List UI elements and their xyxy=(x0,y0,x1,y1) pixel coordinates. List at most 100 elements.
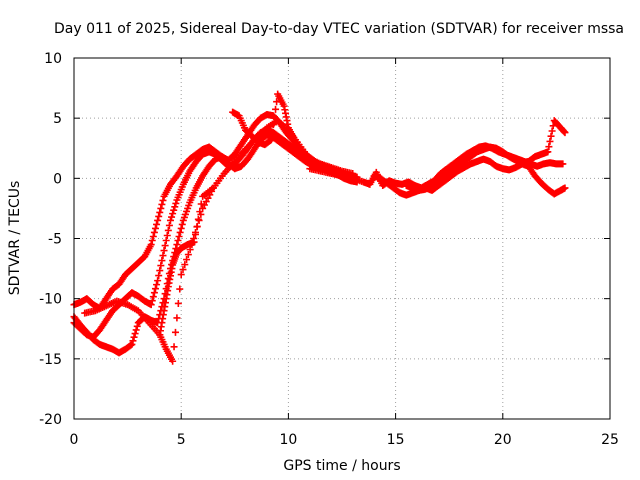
data-point xyxy=(150,228,158,236)
data-point xyxy=(157,262,165,270)
data-point xyxy=(174,237,182,245)
data-point xyxy=(269,121,277,129)
data-point xyxy=(128,340,136,348)
data-point xyxy=(150,289,158,297)
x-axis-label: GPS time / hours xyxy=(283,458,400,474)
y-tick-label: -5 xyxy=(48,232,62,248)
data-point xyxy=(166,216,174,224)
data-point xyxy=(547,132,555,140)
axis-ticks xyxy=(73,57,611,420)
data-point xyxy=(151,285,159,293)
data-point xyxy=(170,206,178,214)
data-point xyxy=(173,314,181,322)
data-point xyxy=(268,128,276,136)
y-axis-label: SDTVAR / TECUs xyxy=(7,181,23,296)
data-point xyxy=(184,251,192,259)
data-point xyxy=(131,330,139,338)
series-track-f xyxy=(229,90,299,149)
x-tick-label: 20 xyxy=(494,432,512,448)
data-point xyxy=(559,160,567,168)
data-point xyxy=(173,241,181,249)
data-point xyxy=(546,137,554,145)
data-point xyxy=(162,237,170,245)
data-point xyxy=(159,196,167,204)
data-point xyxy=(160,247,168,255)
data-point xyxy=(171,203,179,211)
data-point xyxy=(267,136,275,144)
data-points xyxy=(70,90,569,365)
data-point xyxy=(561,184,569,192)
data-point xyxy=(197,200,205,208)
y-tick-label: 5 xyxy=(53,111,62,127)
data-point xyxy=(545,143,553,151)
data-point xyxy=(209,184,217,192)
data-point xyxy=(158,200,166,208)
data-point xyxy=(155,272,163,280)
tick-labels: 0 5 10 15 20 25 -20 -15 -10 -5 0 5 10 xyxy=(39,51,619,448)
series-track-e xyxy=(156,184,217,339)
data-point xyxy=(191,230,199,238)
data-point xyxy=(159,252,167,260)
chart-title: Day 011 of 2025, Sidereal Day-to-day VTE… xyxy=(54,21,624,37)
x-tick-label: 0 xyxy=(70,432,79,448)
y-tick-label: 10 xyxy=(44,51,62,67)
data-point xyxy=(157,204,165,212)
data-point xyxy=(176,285,184,293)
data-point xyxy=(151,224,159,232)
data-point xyxy=(147,301,155,309)
x-tick-label: 10 xyxy=(279,432,297,448)
data-point xyxy=(132,326,140,334)
data-point xyxy=(196,208,204,216)
data-point xyxy=(177,271,185,279)
x-tick-label: 15 xyxy=(387,432,405,448)
data-point xyxy=(154,216,162,224)
data-point xyxy=(127,341,135,349)
data-point xyxy=(175,232,183,240)
series-track-g xyxy=(306,142,567,192)
data-point xyxy=(149,293,157,301)
data-point xyxy=(270,113,278,121)
data-point xyxy=(266,137,274,145)
data-point xyxy=(548,127,556,135)
data-point xyxy=(291,136,299,144)
data-point xyxy=(169,210,177,218)
data-point xyxy=(147,241,155,249)
data-point xyxy=(176,228,184,236)
data-point xyxy=(174,299,182,307)
data-point xyxy=(171,328,179,336)
data-point xyxy=(156,208,164,216)
series-track-a xyxy=(70,111,361,312)
data-point xyxy=(179,266,187,274)
data-point xyxy=(272,105,280,113)
data-point xyxy=(165,221,173,229)
data-point xyxy=(163,231,171,239)
data-point xyxy=(148,297,156,305)
data-point xyxy=(190,238,198,246)
y-tick-label: -10 xyxy=(39,292,62,308)
y-tick-label: -20 xyxy=(39,412,62,428)
data-point xyxy=(161,242,169,250)
data-point xyxy=(153,220,161,228)
data-point xyxy=(183,256,191,264)
data-point xyxy=(154,277,162,285)
data-point xyxy=(193,223,201,231)
data-point xyxy=(129,337,137,345)
data-point xyxy=(178,220,186,228)
data-point xyxy=(561,129,569,137)
series-track-i xyxy=(402,117,569,194)
data-point xyxy=(149,232,157,240)
data-point xyxy=(168,213,176,221)
data-point xyxy=(544,148,552,156)
data-point xyxy=(155,212,163,220)
data-point xyxy=(170,343,178,351)
data-point xyxy=(172,199,180,207)
y-tick-label: -15 xyxy=(39,352,62,368)
data-point xyxy=(133,322,141,330)
data-point xyxy=(153,281,161,289)
data-point xyxy=(148,237,156,245)
y-tick-label: 0 xyxy=(53,171,62,187)
data-point xyxy=(177,224,185,232)
data-point xyxy=(169,357,177,365)
data-point xyxy=(181,261,189,269)
